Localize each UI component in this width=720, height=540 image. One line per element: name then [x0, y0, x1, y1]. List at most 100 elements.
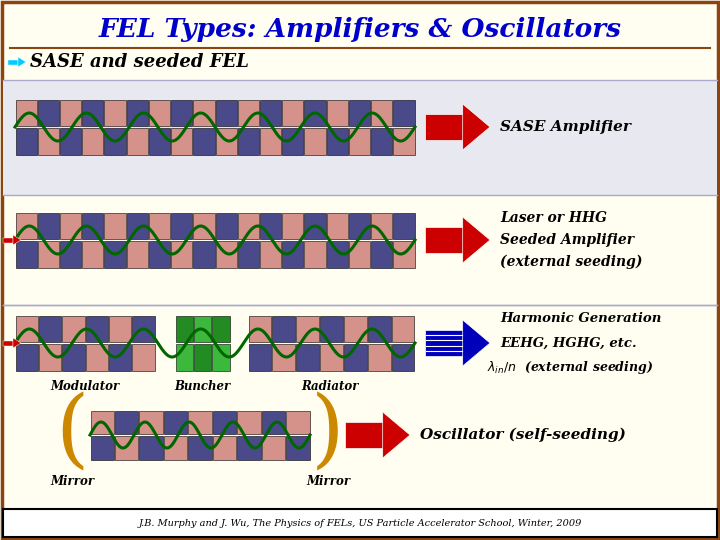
Bar — [193, 241, 215, 267]
Bar — [212, 315, 230, 342]
Bar — [238, 241, 259, 267]
Bar — [149, 99, 170, 126]
Text: Laser or HHG: Laser or HHG — [500, 211, 607, 225]
Text: Radiator: Radiator — [301, 380, 359, 393]
Bar — [188, 410, 212, 434]
Bar — [348, 99, 370, 126]
Bar — [127, 99, 148, 126]
Bar — [371, 241, 392, 267]
Polygon shape — [463, 217, 490, 263]
Bar — [327, 128, 348, 154]
Bar — [164, 436, 187, 460]
Bar — [176, 344, 193, 370]
Bar — [345, 422, 383, 448]
Bar — [237, 410, 261, 434]
Bar — [272, 344, 295, 370]
Bar — [171, 99, 192, 126]
Text: Modulator: Modulator — [50, 380, 120, 393]
Bar — [260, 99, 282, 126]
Bar — [238, 128, 259, 154]
Bar — [82, 128, 104, 154]
Bar — [115, 410, 138, 434]
Bar — [86, 344, 108, 370]
Bar — [327, 99, 348, 126]
Bar — [3, 509, 717, 537]
Bar — [393, 213, 415, 239]
Bar — [348, 241, 370, 267]
Text: Buncher: Buncher — [174, 380, 230, 393]
Bar — [392, 344, 415, 370]
Text: SASE and seeded FEL: SASE and seeded FEL — [30, 53, 249, 71]
Bar — [327, 213, 348, 239]
Bar — [368, 344, 391, 370]
Text: (external seeding): (external seeding) — [500, 255, 642, 269]
Bar — [260, 241, 282, 267]
Bar — [127, 213, 148, 239]
Polygon shape — [13, 338, 21, 348]
Bar — [425, 227, 463, 253]
Bar — [193, 128, 215, 154]
Bar — [91, 436, 114, 460]
Bar — [320, 344, 343, 370]
Bar — [82, 241, 104, 267]
Bar — [16, 213, 37, 239]
Bar — [127, 241, 148, 267]
Bar — [16, 128, 37, 154]
Bar — [3, 80, 717, 195]
Polygon shape — [463, 320, 490, 366]
Bar — [60, 241, 81, 267]
Bar — [149, 128, 170, 154]
Bar — [82, 99, 104, 126]
Text: J.B. Murphy and J. Wu, The Physics of FELs, US Particle Accelerator School, Wint: J.B. Murphy and J. Wu, The Physics of FE… — [138, 518, 582, 528]
Bar — [8, 59, 18, 64]
Bar — [237, 436, 261, 460]
Bar — [215, 213, 237, 239]
Bar — [425, 330, 463, 356]
Polygon shape — [383, 412, 410, 458]
Text: Harmonic Generation: Harmonic Generation — [500, 313, 662, 326]
Bar — [149, 241, 170, 267]
Bar — [16, 99, 37, 126]
Bar — [305, 128, 325, 154]
Bar — [62, 315, 84, 342]
Bar — [140, 436, 163, 460]
Bar — [132, 344, 155, 370]
Bar — [348, 128, 370, 154]
Bar — [286, 410, 310, 434]
Bar — [149, 213, 170, 239]
Bar — [164, 410, 187, 434]
Bar — [368, 315, 391, 342]
Bar — [3, 341, 13, 346]
Bar — [296, 344, 319, 370]
Bar — [305, 241, 325, 267]
Bar — [127, 128, 148, 154]
Bar — [282, 128, 303, 154]
Bar — [238, 213, 259, 239]
Bar — [193, 213, 215, 239]
Bar — [37, 213, 59, 239]
Bar — [272, 315, 295, 342]
Bar — [194, 344, 211, 370]
Bar — [171, 213, 192, 239]
Bar — [215, 99, 237, 126]
Bar — [344, 315, 366, 342]
Bar — [286, 436, 310, 460]
Text: $\lambda_{in}$$/n$  (external seeding): $\lambda_{in}$$/n$ (external seeding) — [487, 359, 654, 375]
Bar — [62, 344, 84, 370]
Bar — [212, 436, 236, 460]
Bar — [109, 315, 131, 342]
Bar — [371, 128, 392, 154]
Text: EEHG, HGHG, etc.: EEHG, HGHG, etc. — [500, 336, 636, 349]
Bar — [104, 99, 125, 126]
Bar — [238, 99, 259, 126]
Bar — [82, 213, 104, 239]
Bar — [86, 315, 108, 342]
Text: Mirror: Mirror — [306, 475, 350, 488]
Bar — [371, 213, 392, 239]
Bar — [392, 315, 415, 342]
Bar — [248, 344, 271, 370]
Bar — [37, 241, 59, 267]
Bar — [140, 410, 163, 434]
Bar — [261, 436, 285, 460]
Bar — [194, 315, 211, 342]
